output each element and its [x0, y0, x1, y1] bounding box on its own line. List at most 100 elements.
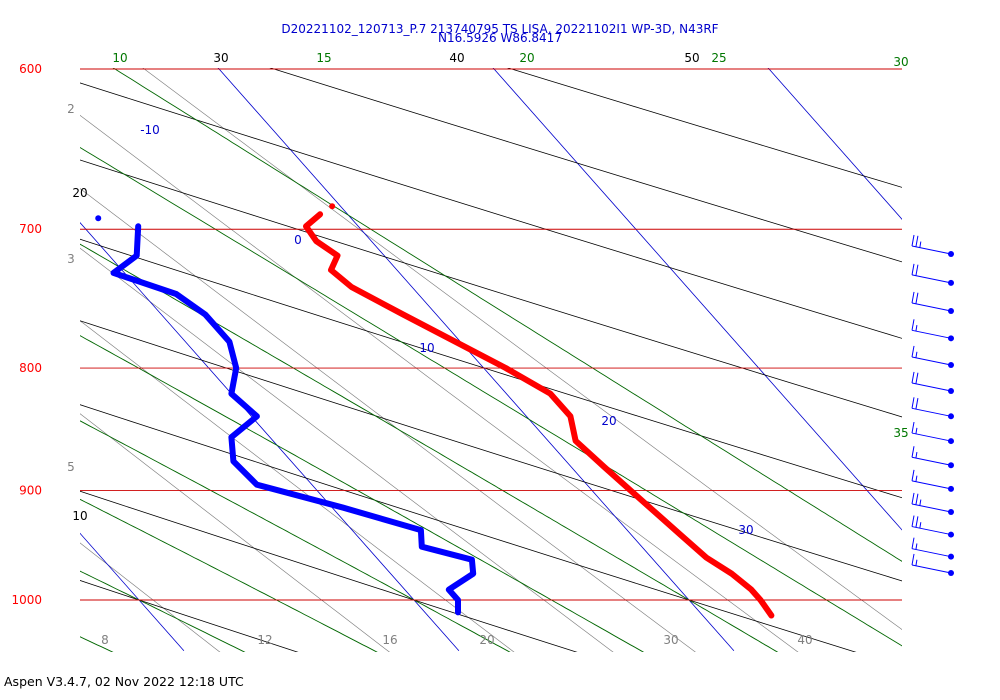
dry-adiabat-line [80, 490, 578, 652]
wind-barb-station [948, 279, 954, 286]
wind-barb-staff [911, 245, 952, 255]
wind-barb-station [948, 361, 954, 368]
pressure-label: 900 [19, 483, 42, 497]
moist-adiabat-label: 30 [893, 55, 908, 69]
dry-adiabat-line [80, 320, 902, 582]
dry-adiabat-line [80, 82, 902, 339]
isotherm-line [80, 532, 185, 651]
isotherm-label: -10 [140, 123, 160, 137]
moist-adiabat-line [80, 335, 645, 652]
isotherm-label: 10 [419, 341, 434, 355]
wind-barb [911, 492, 954, 515]
wind-barb-staff [911, 564, 952, 574]
wind-barb-flag [911, 469, 915, 481]
moist-adiabat-line [80, 146, 902, 647]
mixing-ratio-label: 40 [797, 633, 812, 647]
mixing-ratio-label: 5 [67, 460, 75, 474]
wind-barb [911, 397, 954, 420]
mixing-ratio-label: 12 [257, 633, 272, 647]
wind-barb-half-flag [915, 325, 918, 332]
wind-barb-half-flag [915, 475, 918, 482]
wind-barb [911, 515, 954, 538]
wind-barb-half-flag [915, 427, 918, 434]
isotherm-line [492, 68, 902, 531]
dry-adiabat-label: 10 [72, 509, 87, 523]
wind-barb-flag [911, 263, 915, 275]
mixing-ratio-line [80, 188, 696, 652]
wind-barb-staff [911, 407, 952, 417]
wind-barb-flag [915, 398, 919, 410]
wind-barbs [911, 234, 954, 576]
wind-barb [911, 319, 954, 342]
wind-barb-station [948, 508, 954, 515]
wind-barb-half-flag [919, 522, 922, 529]
pressure-label: 600 [19, 62, 42, 76]
wind-barb [911, 345, 954, 368]
temperature-profile [303, 211, 775, 619]
wind-barb-staff [911, 548, 952, 558]
wind-barb [911, 469, 954, 492]
dry-adiabat-line [80, 159, 902, 418]
wind-barb-flag [911, 345, 915, 358]
wind-barb-flag [915, 516, 919, 528]
wind-barb-flag [911, 515, 915, 527]
mixing-ratio-lines [0, 40, 902, 660]
moist-adiabat-line [80, 243, 779, 652]
mixing-ratio-line [80, 114, 799, 652]
wind-barb-station [948, 569, 954, 576]
wind-barb-staff [911, 503, 952, 513]
wind-barb-half-flag [915, 543, 918, 550]
wind-barb-staff [911, 274, 952, 284]
wind-barb-half-flag [915, 451, 918, 459]
mixing-ratio-line [80, 247, 614, 652]
wind-barb [911, 371, 954, 394]
wind-barb [911, 234, 954, 257]
wind-barb-flag [915, 264, 919, 276]
dry-adiabat-line [80, 404, 857, 652]
footer-text: Aspen V3.4.7, 02 Nov 2022 12:18 UTC [4, 674, 244, 689]
dry-adiabat-line [507, 68, 902, 188]
chart-subtitle: N16.5926 W86.8417 [438, 31, 562, 45]
mixing-ratio-line [142, 68, 902, 630]
pressure-label: 700 [19, 222, 42, 236]
dry-adiabat-line [80, 238, 902, 499]
isotherm-label: 20 [601, 414, 616, 428]
dewpoint-profile [110, 223, 477, 616]
mixing-ratio-label: 30 [663, 633, 678, 647]
moist-adiabat-label: 20 [519, 51, 534, 65]
moist-adiabat-label: 10 [112, 51, 127, 65]
moist-adiabat-lines [80, 68, 902, 652]
wind-barb-flag [915, 292, 919, 304]
wind-barb-flag [911, 234, 915, 247]
mixing-ratio-line [80, 542, 221, 652]
wind-barb-staff [911, 480, 952, 490]
isobar-lines [80, 68, 902, 601]
wind-barb-flag [911, 291, 915, 304]
moist-adiabat-label: 15 [316, 51, 331, 65]
mixing-ratio-line [0, 40, 42, 660]
isotherm-label: 30 [738, 523, 753, 537]
moist-adiabat-line [80, 420, 511, 652]
wind-barb-station [948, 438, 954, 445]
wind-barb-flag [915, 235, 919, 247]
moist-adiabat-line [112, 68, 902, 562]
wind-barb-staff [911, 302, 952, 312]
wind-barb-station [948, 462, 954, 469]
wind-barb-station [948, 387, 954, 394]
wind-barb [911, 537, 954, 560]
axis-labels: 600 700 800 900 1000 -10 0 10 20 30 10 20 30 40 50 10 15… [11, 51, 908, 647]
wind-barb [911, 446, 954, 469]
dry-adiabat-lines [80, 68, 902, 652]
wind-barb-flag [911, 553, 915, 566]
wind-barb-flag [911, 421, 915, 434]
moist-adiabat-line [80, 498, 378, 652]
wind-barb-flag [911, 319, 915, 331]
wind-barb-staff [911, 456, 952, 466]
profile-series [95, 203, 775, 619]
wind-barb-flag [915, 493, 919, 505]
moist-adiabat-label: 25 [711, 51, 726, 65]
isotherm-line [767, 68, 902, 220]
wind-barb-station [948, 531, 954, 538]
wind-barb-station [948, 250, 954, 257]
